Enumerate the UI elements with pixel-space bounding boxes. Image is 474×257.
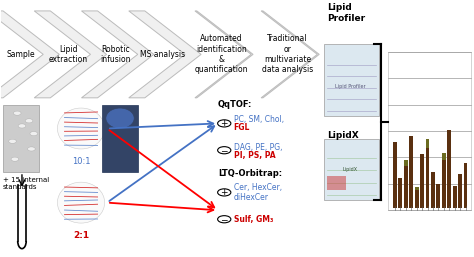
Circle shape [27, 147, 35, 151]
Text: Cer, HexCer,
diHexCer: Cer, HexCer, diHexCer [234, 183, 282, 202]
Bar [442, 160, 446, 208]
Text: Sample: Sample [7, 50, 36, 59]
Text: 10:1: 10:1 [72, 157, 90, 166]
Bar [398, 178, 402, 208]
Polygon shape [82, 11, 154, 98]
Text: PI, PS, PA: PI, PS, PA [234, 151, 275, 160]
Text: Lipid
extraction: Lipid extraction [49, 45, 88, 64]
Text: LipidX: LipidX [327, 131, 358, 140]
Text: LTQ-Orbitrap:: LTQ-Orbitrap: [218, 169, 282, 178]
Text: FGL: FGL [234, 123, 250, 132]
Bar [431, 172, 435, 208]
Text: Robotic
infusion: Robotic infusion [100, 45, 131, 64]
FancyBboxPatch shape [388, 52, 471, 210]
Polygon shape [34, 11, 107, 98]
FancyBboxPatch shape [324, 139, 379, 200]
Text: +: + [220, 188, 228, 197]
FancyBboxPatch shape [324, 44, 379, 116]
Bar [327, 176, 346, 190]
Circle shape [18, 124, 26, 128]
Text: PC, SM, Chol,: PC, SM, Chol, [234, 115, 284, 124]
Ellipse shape [57, 182, 105, 223]
Bar [393, 142, 397, 208]
Text: Lipid
Profiler: Lipid Profiler [327, 3, 365, 23]
Text: QqTOF:: QqTOF: [218, 100, 253, 109]
Bar [437, 184, 440, 208]
Text: 2:1: 2:1 [73, 231, 89, 240]
Circle shape [25, 119, 33, 123]
Polygon shape [261, 11, 319, 98]
Text: −: − [220, 146, 228, 155]
Bar [404, 166, 408, 208]
Bar [415, 187, 419, 190]
Bar [458, 175, 462, 208]
Ellipse shape [57, 108, 105, 149]
Polygon shape [129, 11, 201, 98]
Circle shape [13, 111, 21, 115]
Bar [464, 163, 467, 208]
Text: MS analysis: MS analysis [140, 50, 185, 59]
Bar [420, 154, 424, 208]
Bar [426, 139, 429, 148]
FancyBboxPatch shape [3, 105, 38, 172]
Bar [447, 131, 451, 208]
Text: Automated
identification
&
quantification: Automated identification & quantificatio… [194, 34, 248, 75]
Text: Sulf, GM₃: Sulf, GM₃ [234, 215, 273, 224]
Bar [404, 160, 408, 166]
Circle shape [11, 157, 18, 161]
FancyBboxPatch shape [102, 105, 138, 172]
Circle shape [9, 139, 16, 143]
Bar [409, 136, 413, 208]
Bar [453, 186, 456, 208]
Ellipse shape [106, 108, 134, 128]
Polygon shape [0, 11, 59, 98]
Bar [442, 153, 446, 160]
Text: Lipid Profiler: Lipid Profiler [335, 84, 366, 89]
Text: −: − [220, 215, 228, 224]
Bar [426, 148, 429, 208]
Text: DAG, PE, PG,: DAG, PE, PG, [234, 143, 282, 152]
Text: + 15 internal
standards: + 15 internal standards [3, 177, 49, 190]
Bar [415, 190, 419, 208]
Polygon shape [195, 11, 253, 98]
Circle shape [30, 132, 37, 136]
Text: LipidX: LipidX [343, 167, 358, 172]
Text: Traditional
or
multivariate
data analysis: Traditional or multivariate data analysi… [262, 34, 313, 75]
Text: +: + [220, 119, 228, 128]
